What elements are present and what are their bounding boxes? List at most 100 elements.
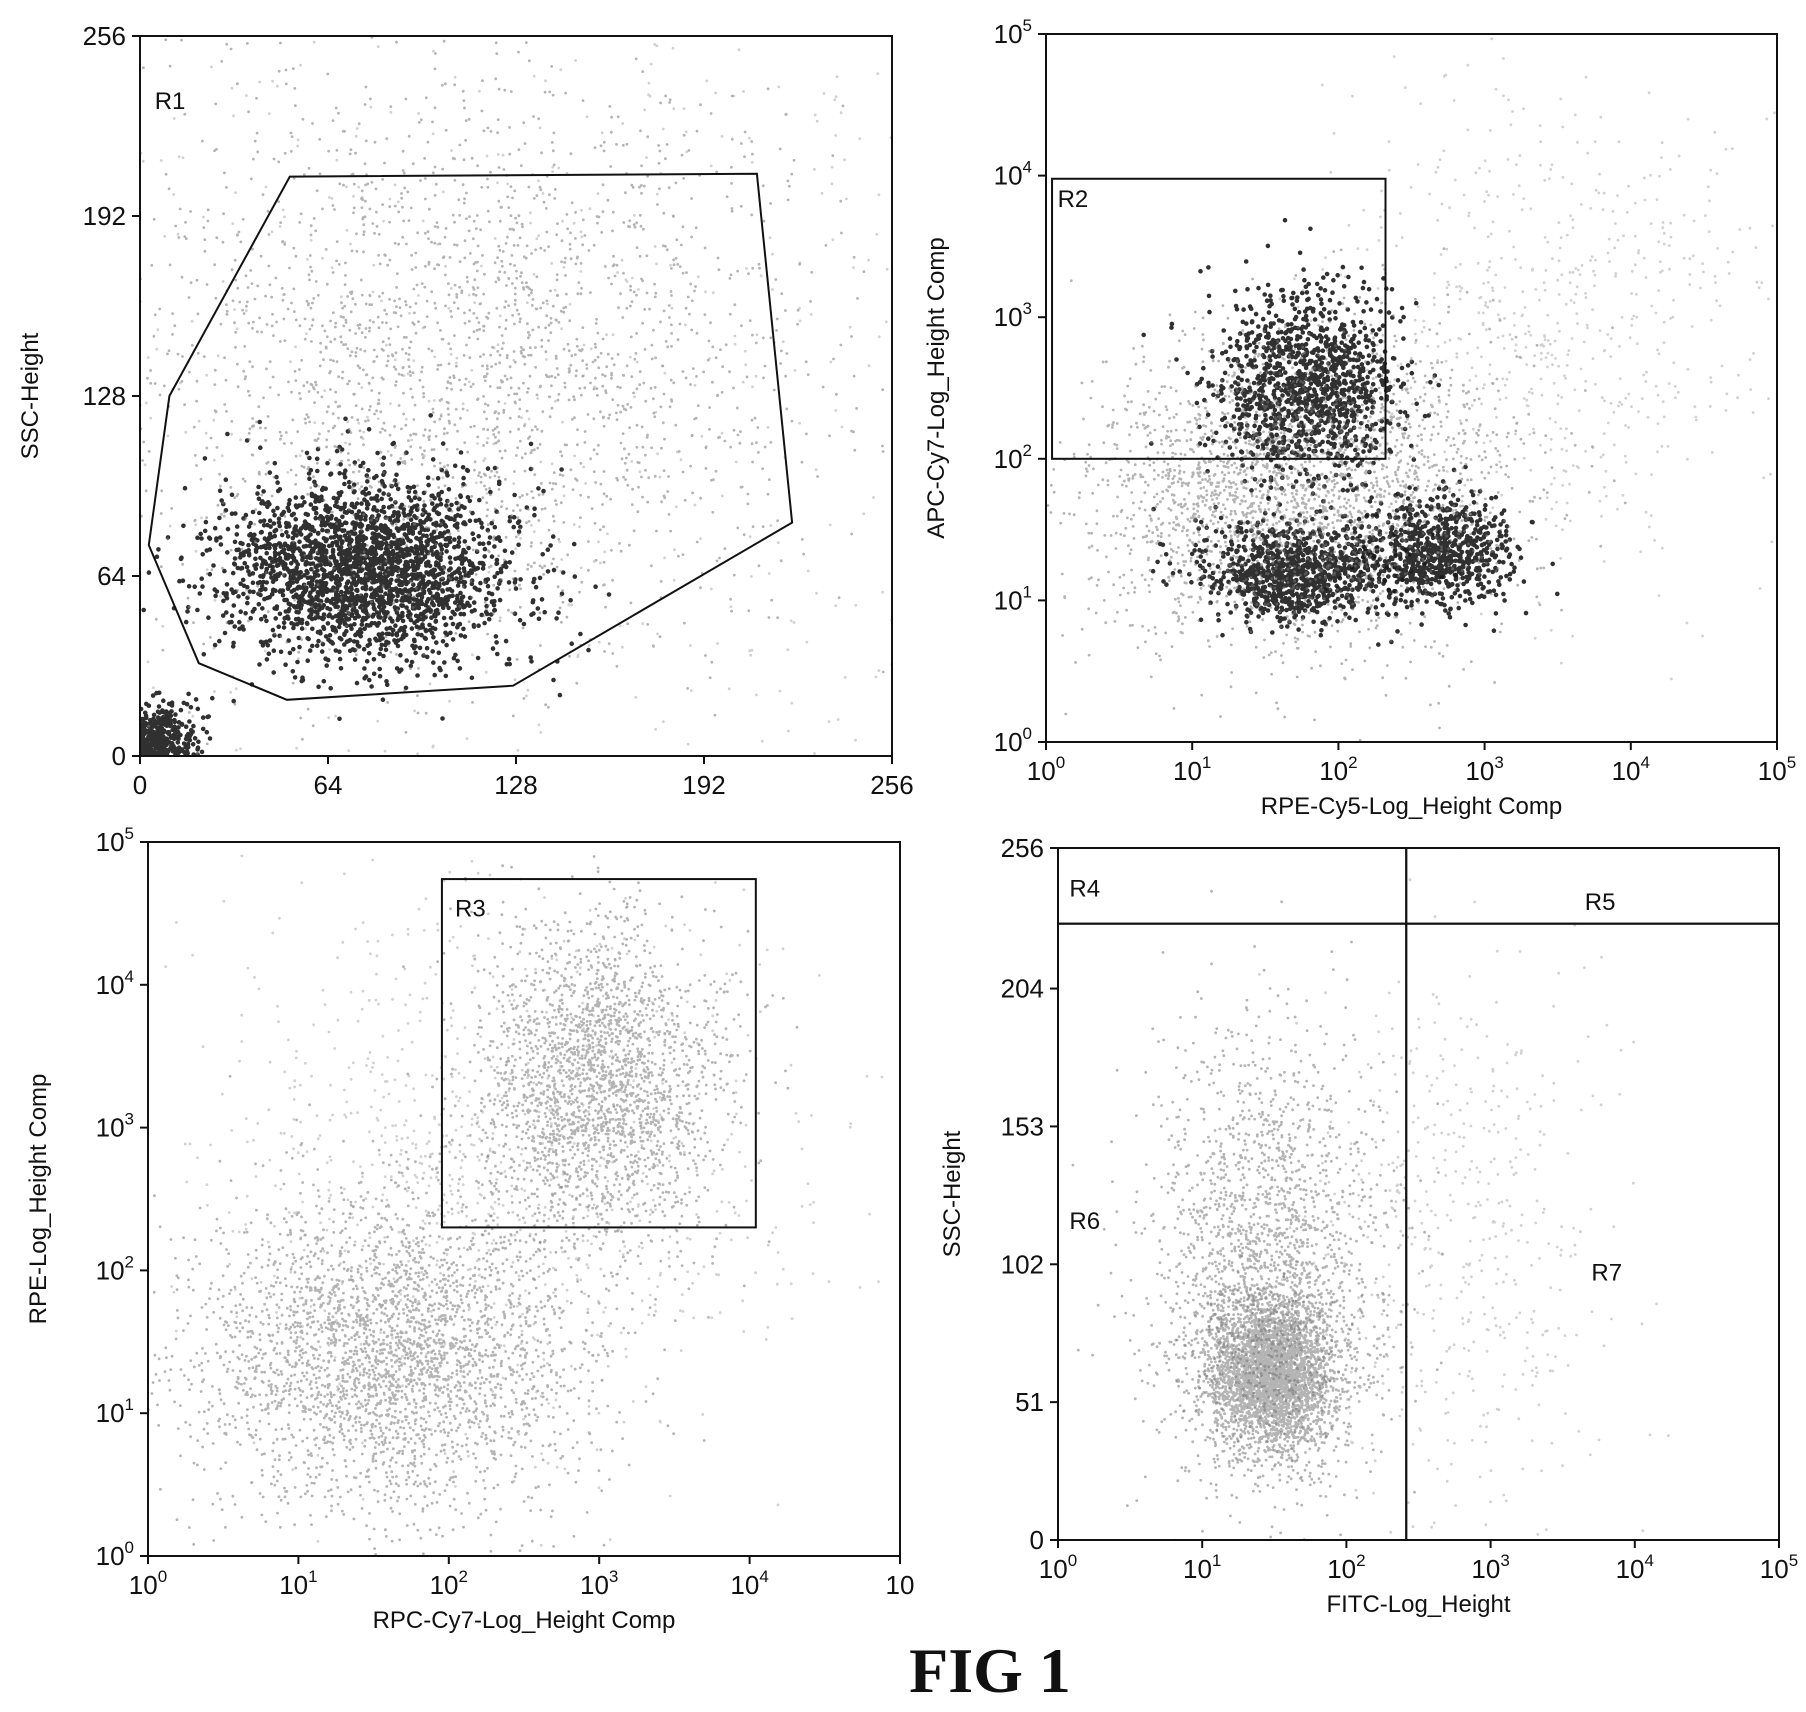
y-tick-exp: 0 bbox=[1023, 724, 1032, 743]
plot-frame bbox=[1057, 847, 1780, 1541]
x-tick-exp: 0 bbox=[1068, 1551, 1077, 1570]
x-tick-label: 128 bbox=[494, 770, 537, 800]
x-tick-label: 256 bbox=[870, 770, 913, 800]
y-tick-base: 10 bbox=[994, 727, 1023, 757]
panel-top-left: 0 64 128 192 256 0 64 128 192 256 SSC-Height R1 bbox=[17, 21, 914, 800]
y-tick-base: 10 bbox=[994, 302, 1023, 332]
panel-bottom-right: 100 101 102 103 104 105051102153204256FITC-Lo… bbox=[939, 833, 1798, 1618]
region-label-r4: R4 bbox=[1069, 876, 1100, 903]
gate-r4 bbox=[1057, 847, 1408, 925]
x-tick-exp: 5 bbox=[1787, 753, 1796, 772]
event-dots bbox=[1046, 37, 1777, 742]
x-tick-label: 102 bbox=[1319, 753, 1357, 786]
x-tick-base: 10 bbox=[730, 1570, 759, 1600]
x-axis-label: RPE-Cy5-Log_Height Comp bbox=[1261, 793, 1562, 820]
region-label-r5: R5 bbox=[1585, 889, 1616, 916]
y-tick-base: 10 bbox=[96, 1541, 125, 1571]
x-tick-label: 101 bbox=[279, 1567, 317, 1600]
population-1 bbox=[148, 1074, 710, 1556]
x-tick-label: 100 bbox=[129, 1567, 167, 1600]
y-axis-label: APC-Cy7-Log_Height Comp bbox=[923, 237, 950, 538]
y-tick-label: 204 bbox=[1001, 974, 1044, 1004]
x-tick-exp: 0 bbox=[158, 1567, 167, 1586]
x-tick-label: 105 bbox=[1760, 1551, 1798, 1584]
y-tick-label: 104 bbox=[96, 967, 134, 1000]
y-tick-label: 100 bbox=[96, 1538, 134, 1571]
y-tick-base: 10 bbox=[96, 970, 125, 1000]
x-tick-exp: 0 bbox=[1056, 753, 1065, 772]
x-tick-exp: 2 bbox=[1348, 753, 1357, 772]
population-0 bbox=[402, 855, 799, 1360]
y-tick-base: 10 bbox=[994, 19, 1023, 49]
x-tick-base: 10 bbox=[1183, 1554, 1212, 1584]
x-tick-base: 10 bbox=[1027, 756, 1056, 786]
population-1 bbox=[141, 413, 612, 722]
y-tick-label: 105 bbox=[994, 16, 1032, 49]
x-tick-exp: 2 bbox=[1356, 1551, 1365, 1570]
population-2 bbox=[164, 854, 884, 1547]
x-tick-base: 10 bbox=[430, 1570, 459, 1600]
population-0 bbox=[140, 690, 215, 756]
y-tick-label: 0 bbox=[112, 741, 126, 771]
y-tick-label: 256 bbox=[1001, 833, 1044, 863]
gate-r1 bbox=[147, 172, 794, 701]
population-3 bbox=[1046, 247, 1627, 742]
x-tick-label: 103 bbox=[1465, 753, 1503, 786]
x-tick-base: 10 bbox=[1465, 756, 1494, 786]
y-tick-label: 102 bbox=[994, 441, 1032, 474]
x-tick-label: 192 bbox=[682, 770, 725, 800]
y-tick-label: 0 bbox=[1030, 1525, 1044, 1555]
population-2 bbox=[1324, 460, 1560, 645]
x-tick-base: 10 bbox=[279, 1570, 308, 1600]
y-axis-label: RPE-Log_Height Comp bbox=[25, 1074, 52, 1325]
x-tick-label: 64 bbox=[314, 770, 343, 800]
panel-bottom-left: 100 101 102 103 104 10100101102103104105RPC-C… bbox=[25, 824, 914, 1634]
y-tick-label: 64 bbox=[97, 561, 126, 591]
gate-r2 bbox=[1051, 177, 1387, 460]
x-tick-label: 102 bbox=[430, 1567, 468, 1600]
x-axis-label: RPC-Cy7-Log_Height Comp bbox=[373, 1607, 676, 1634]
y-tick-base: 10 bbox=[96, 827, 125, 857]
y-tick-base: 10 bbox=[994, 161, 1023, 191]
x-tick-base: 10 bbox=[1616, 1554, 1645, 1584]
y-tick-label: 128 bbox=[83, 381, 126, 411]
x-tick-label: 101 bbox=[1183, 1551, 1221, 1584]
x-tick-exp: 3 bbox=[609, 1567, 618, 1586]
y-tick-label: 153 bbox=[1001, 1111, 1044, 1141]
x-tick-exp: 3 bbox=[1494, 753, 1503, 772]
x-tick-label: 104 bbox=[1612, 753, 1650, 786]
population-0 bbox=[1141, 217, 1446, 513]
x-tick-exp: 1 bbox=[1212, 1551, 1221, 1570]
x-tick-base: 10 bbox=[1039, 1554, 1068, 1584]
event-dots bbox=[140, 36, 892, 756]
x-axis-label: FITC-Log_Height bbox=[1326, 1591, 1510, 1618]
population-3 bbox=[140, 40, 892, 756]
gate-r6 bbox=[1057, 922, 1408, 1541]
figure-caption: FIG 1 bbox=[909, 1635, 1071, 1706]
y-tick-base: 10 bbox=[96, 1255, 125, 1285]
x-tick-label: 102 bbox=[1327, 1551, 1365, 1584]
y-tick-label: 103 bbox=[96, 1110, 134, 1143]
x-tick-base: 10 bbox=[1612, 756, 1641, 786]
population-2 bbox=[1236, 848, 1670, 1540]
x-tick-label: 104 bbox=[1616, 1551, 1654, 1584]
x-tick-label: 100 bbox=[1039, 1551, 1077, 1584]
y-tick-label: 51 bbox=[1015, 1387, 1044, 1417]
y-tick-label: 102 bbox=[96, 1252, 134, 1285]
x-tick-label: 0 bbox=[133, 770, 147, 800]
y-tick-label: 192 bbox=[83, 201, 126, 231]
x-tick-base: 10 bbox=[129, 1570, 158, 1600]
y-tick-label: 102 bbox=[1001, 1249, 1044, 1279]
x-tick-exp: 3 bbox=[1500, 1551, 1509, 1570]
x-tick-exp: 1 bbox=[308, 1567, 317, 1586]
y-tick-exp: 2 bbox=[125, 1252, 134, 1271]
y-tick-exp: 4 bbox=[125, 967, 134, 986]
x-tick-exp: 5 bbox=[1789, 1551, 1798, 1570]
population-2 bbox=[140, 36, 892, 746]
x-tick-label: 101 bbox=[1173, 753, 1211, 786]
y-tick-exp: 3 bbox=[1023, 299, 1032, 318]
x-tick-exp: 1 bbox=[1202, 753, 1211, 772]
x-tick-base: 10 bbox=[1173, 756, 1202, 786]
population-1 bbox=[1071, 889, 1444, 1540]
